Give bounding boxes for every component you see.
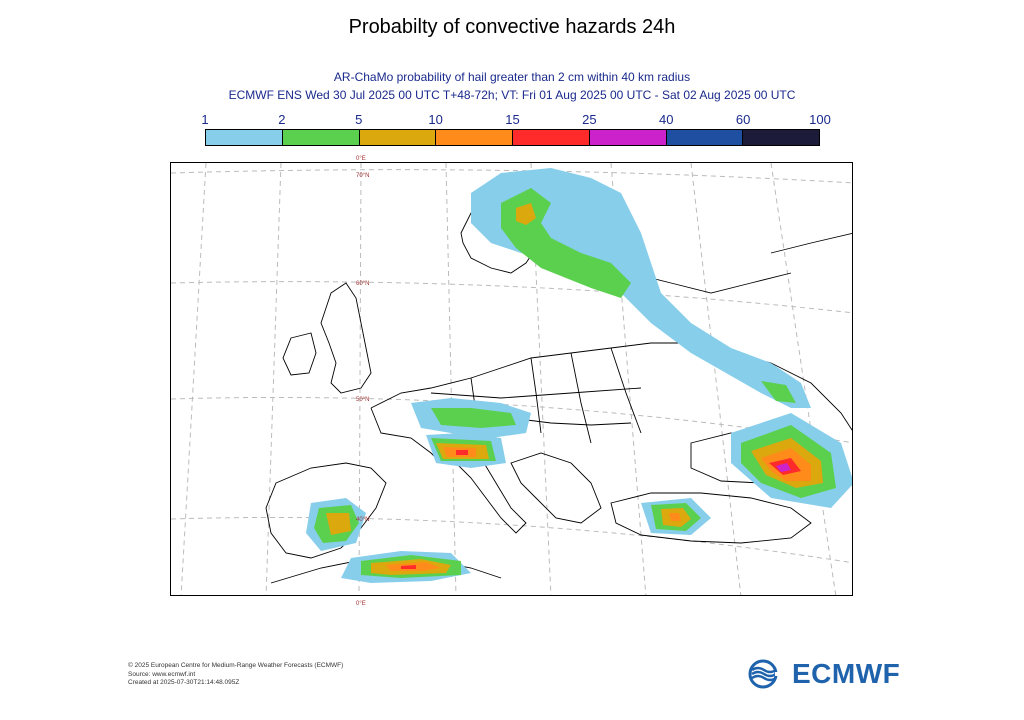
legend-tick: 60	[735, 112, 751, 127]
legend-tick: 100	[809, 112, 831, 127]
legend-tick: 40	[659, 112, 674, 127]
source-line: Source: www.ecmwf.int	[128, 670, 196, 678]
legend-colorbar	[205, 129, 820, 146]
europe-hail-probability-map: 0°E 70°N 60°N 50°N 40°N	[170, 162, 853, 596]
legend-swatch	[282, 130, 360, 145]
legend-swatch	[513, 130, 590, 145]
legend-tick: 2	[278, 112, 286, 127]
legend-tick: 15	[505, 112, 520, 127]
color-legend: 1 2 5 10 15 25 40 60 100	[201, 112, 831, 148]
grid-label-0e-bottom: 0°E	[356, 601, 366, 607]
copyright-line: © 2025 European Centre for Medium-Range …	[128, 662, 344, 669]
legend-swatch	[589, 130, 667, 145]
legend-tick: 10	[428, 112, 443, 127]
grid-label-40n: 40°N	[356, 517, 369, 523]
map-canvas: 0°E 70°N 60°N 50°N 40°N	[171, 163, 852, 595]
map-subtitle: AR-ChaMo probability of hail greater tha…	[333, 70, 691, 84]
copyright-footer: © 2025 European Centre for Medium-Range …	[128, 662, 343, 688]
legend-swatch	[359, 130, 437, 145]
legend-swatch	[206, 130, 283, 145]
prob-zone-1-2	[471, 168, 811, 408]
legend-tick: 5	[355, 112, 363, 127]
grid-label-70n: 70°N	[356, 173, 369, 179]
legend-swatch	[436, 130, 513, 145]
legend-tick: 25	[582, 112, 597, 127]
legend-tick: 1	[201, 112, 209, 127]
ecmwf-waves-icon	[748, 659, 783, 689]
legend-swatch	[666, 130, 744, 145]
ecmwf-logo-text: ECMWF	[792, 658, 901, 689]
grid-label-50n: 50°N	[356, 397, 369, 403]
ecmwf-logo: ECMWF	[748, 658, 900, 690]
grid-label-0e-top-outer: 0°E	[356, 156, 366, 162]
map-title: Probabilty of convective hazards 24h	[348, 16, 676, 38]
legend-swatch	[743, 130, 819, 145]
grid-label-60n: 60°N	[356, 281, 369, 287]
created-line: Created at 2025-07-30T21:14:48.095Z	[128, 679, 240, 686]
probability-fields	[306, 168, 852, 583]
forecast-validity: ECMWF ENS Wed 30 Jul 2025 00 UTC T+48-72…	[228, 88, 796, 102]
grid-labels: 0°E 70°N 60°N 50°N 40°N	[356, 173, 369, 523]
